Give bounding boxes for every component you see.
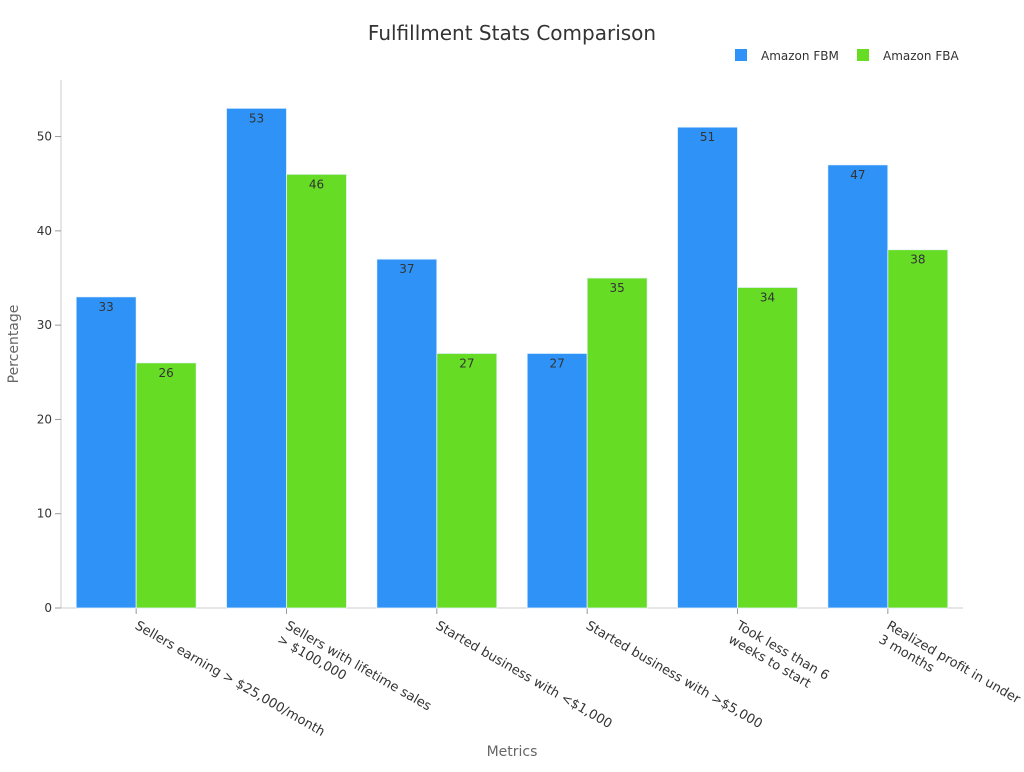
bar-value-label: 27 — [550, 356, 565, 370]
legend-swatch — [857, 49, 869, 61]
bar-value-label: 27 — [459, 356, 474, 370]
y-tick-label: 0 — [44, 601, 52, 615]
y-tick-label: 50 — [37, 130, 52, 144]
bar-value-label: 53 — [249, 111, 264, 125]
bar-amazon-fbm — [827, 164, 889, 609]
bars — [75, 107, 949, 609]
bar-amazon-fba — [887, 249, 949, 609]
bar-value-label: 37 — [399, 262, 414, 276]
x-tick-label: Took less than 6weeks to start — [725, 618, 832, 698]
x-tick-label: Started business with <$1,000 — [433, 618, 615, 732]
bar-amazon-fba — [135, 362, 197, 609]
y-tick-label: 20 — [37, 412, 52, 426]
y-axis: 0 10 20 30 40 50 — [37, 80, 62, 615]
bar-amazon-fbm — [226, 107, 287, 609]
x-axis — [61, 607, 963, 614]
bar-amazon-fbm — [376, 258, 438, 609]
y-tick-label: 40 — [37, 224, 52, 238]
bar-value-label: 35 — [610, 281, 625, 295]
bar-amazon-fba — [737, 287, 798, 609]
y-axis-label: Percentage — [6, 305, 22, 384]
bar-labels: 33 26 53 46 37 27 27 35 51 34 47 38 — [99, 111, 926, 380]
x-axis-label: Metrics — [487, 744, 538, 760]
bar-amazon-fbm — [75, 296, 137, 609]
x-tick-label-line: Started business with <$1,000 — [433, 618, 615, 732]
bar-amazon-fba — [586, 277, 648, 609]
bar-amazon-fbm — [526, 353, 588, 609]
y-tick-label: 30 — [37, 318, 52, 332]
legend-label: Amazon FBA — [883, 49, 959, 63]
bar-amazon-fba — [286, 173, 347, 609]
y-tick-label: 10 — [37, 507, 52, 521]
x-tick-label-line: Realized profit in under — [884, 618, 1023, 707]
bar-value-label: 38 — [910, 253, 925, 267]
bar-amazon-fba — [436, 353, 498, 609]
bar-value-label: 34 — [760, 290, 775, 304]
x-tick-label: Realized profit in under3 months — [876, 618, 1023, 721]
bar-value-label: 51 — [700, 130, 715, 144]
bar-value-label: 26 — [159, 366, 174, 380]
bar-value-label: 47 — [850, 168, 865, 182]
legend-label: Amazon FBM — [761, 49, 839, 63]
bar-value-label: 46 — [309, 177, 324, 191]
legend-swatch — [735, 49, 747, 61]
x-tick-label-line: Sellers with lifetime sales — [283, 618, 434, 714]
legend: Amazon FBM Amazon FBA — [735, 49, 959, 63]
bar-value-label: 33 — [99, 300, 114, 314]
bar-amazon-fbm — [677, 126, 738, 609]
chart-title: Fulfillment Stats Comparison — [368, 21, 656, 45]
